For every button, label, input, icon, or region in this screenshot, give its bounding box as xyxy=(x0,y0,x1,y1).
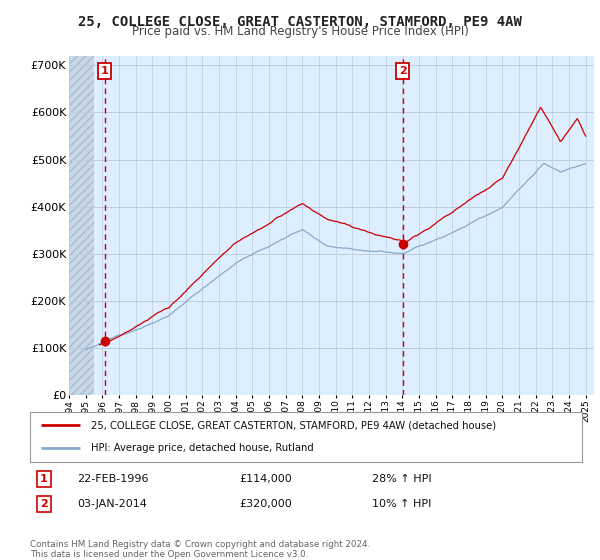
Text: 22-FEB-1996: 22-FEB-1996 xyxy=(77,474,148,484)
Text: 2: 2 xyxy=(40,499,47,509)
Text: 1: 1 xyxy=(40,474,47,484)
Text: £114,000: £114,000 xyxy=(240,474,293,484)
Text: 25, COLLEGE CLOSE, GREAT CASTERTON, STAMFORD, PE9 4AW: 25, COLLEGE CLOSE, GREAT CASTERTON, STAM… xyxy=(78,15,522,29)
Text: 10% ↑ HPI: 10% ↑ HPI xyxy=(372,499,431,509)
Text: 28% ↑ HPI: 28% ↑ HPI xyxy=(372,474,432,484)
Text: 1: 1 xyxy=(101,66,109,76)
Text: 03-JAN-2014: 03-JAN-2014 xyxy=(77,499,147,509)
Text: HPI: Average price, detached house, Rutland: HPI: Average price, detached house, Rutl… xyxy=(91,444,313,454)
Text: Contains HM Land Registry data © Crown copyright and database right 2024.
This d: Contains HM Land Registry data © Crown c… xyxy=(30,540,370,559)
Text: 25, COLLEGE CLOSE, GREAT CASTERTON, STAMFORD, PE9 4AW (detached house): 25, COLLEGE CLOSE, GREAT CASTERTON, STAM… xyxy=(91,420,496,430)
Text: 2: 2 xyxy=(398,66,406,76)
Text: £320,000: £320,000 xyxy=(240,499,293,509)
Text: Price paid vs. HM Land Registry's House Price Index (HPI): Price paid vs. HM Land Registry's House … xyxy=(131,25,469,38)
